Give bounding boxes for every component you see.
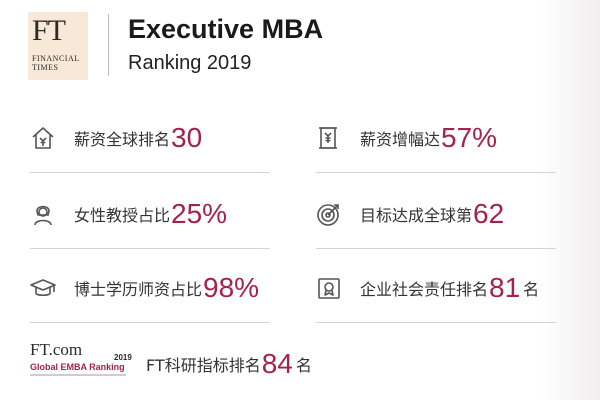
stat-research-rank: FT科研指标排名 84 名 [146, 348, 312, 380]
row-divider [316, 322, 556, 323]
stat-label: 薪资增幅达 [360, 130, 441, 149]
page-subtitle: Ranking 2019 [128, 52, 252, 74]
row-divider [30, 172, 270, 173]
ft-logo-mark: FT [32, 14, 66, 47]
stat-value: 62 [473, 198, 505, 229]
ft-logo-sub-line2: TIMES [32, 63, 59, 72]
stat-label: 薪资全球排名 [74, 130, 171, 149]
stat-value: 25% [171, 198, 228, 229]
stat-female-professors: 女性教授占比 25% [30, 198, 227, 230]
target-icon [316, 201, 342, 227]
row-divider [316, 248, 556, 249]
ft-logo-sub-line1: FINANCIAL [32, 54, 80, 63]
stat-label: 女性教授占比 [74, 206, 171, 225]
ft-logo: FT FINANCIAL TIMES [28, 12, 88, 80]
stat-value: 98% [203, 272, 260, 303]
ftcom-logo-name: Global EMBA Ranking [30, 362, 125, 372]
house-money-icon [30, 125, 56, 151]
stat-value: 57% [441, 122, 498, 153]
stat-salary-rank: 薪资全球排名 30 [30, 122, 202, 154]
page-title: Executive MBA [128, 14, 324, 44]
female-professor-icon [30, 201, 56, 227]
row-divider [316, 172, 556, 173]
row-divider [30, 322, 270, 323]
stat-phd-faculty: 博士学历师资占比 98% [30, 272, 259, 304]
ftcom-logo: FT.com 2019 Global EMBA Ranking [28, 340, 132, 386]
background-shade [540, 0, 600, 400]
stat-label: 企业社会责任排名 [360, 280, 489, 299]
stat-label: 博士学历师资占比 [74, 280, 203, 299]
stat-value: 84 [261, 348, 293, 379]
stat-label: FT科研指标排名 [146, 356, 261, 375]
ftcom-logo-rule [30, 374, 126, 376]
certificate-icon [316, 275, 342, 301]
scroll-money-icon [316, 125, 342, 151]
stat-csr-rank: 企业社会责任排名 81 名 [316, 272, 539, 304]
header-divider [108, 14, 109, 76]
ftcom-logo-mark: FT.com [30, 340, 83, 359]
stat-value: 81 [489, 272, 521, 303]
stat-value: 30 [171, 122, 203, 153]
stat-goal-achievement: 目标达成全球第 62 [316, 198, 504, 230]
stat-salary-increase: 薪资增幅达 57% [316, 122, 497, 154]
ftcom-logo-year: 2019 [114, 353, 132, 362]
row-divider [30, 248, 270, 249]
ft-logo-subtitle: FINANCIAL TIMES [32, 54, 80, 72]
stat-suffix: 名 [523, 280, 540, 299]
stat-label: 目标达成全球第 [360, 206, 473, 225]
stat-suffix: 名 [295, 356, 312, 375]
graduation-cap-icon [30, 275, 56, 301]
